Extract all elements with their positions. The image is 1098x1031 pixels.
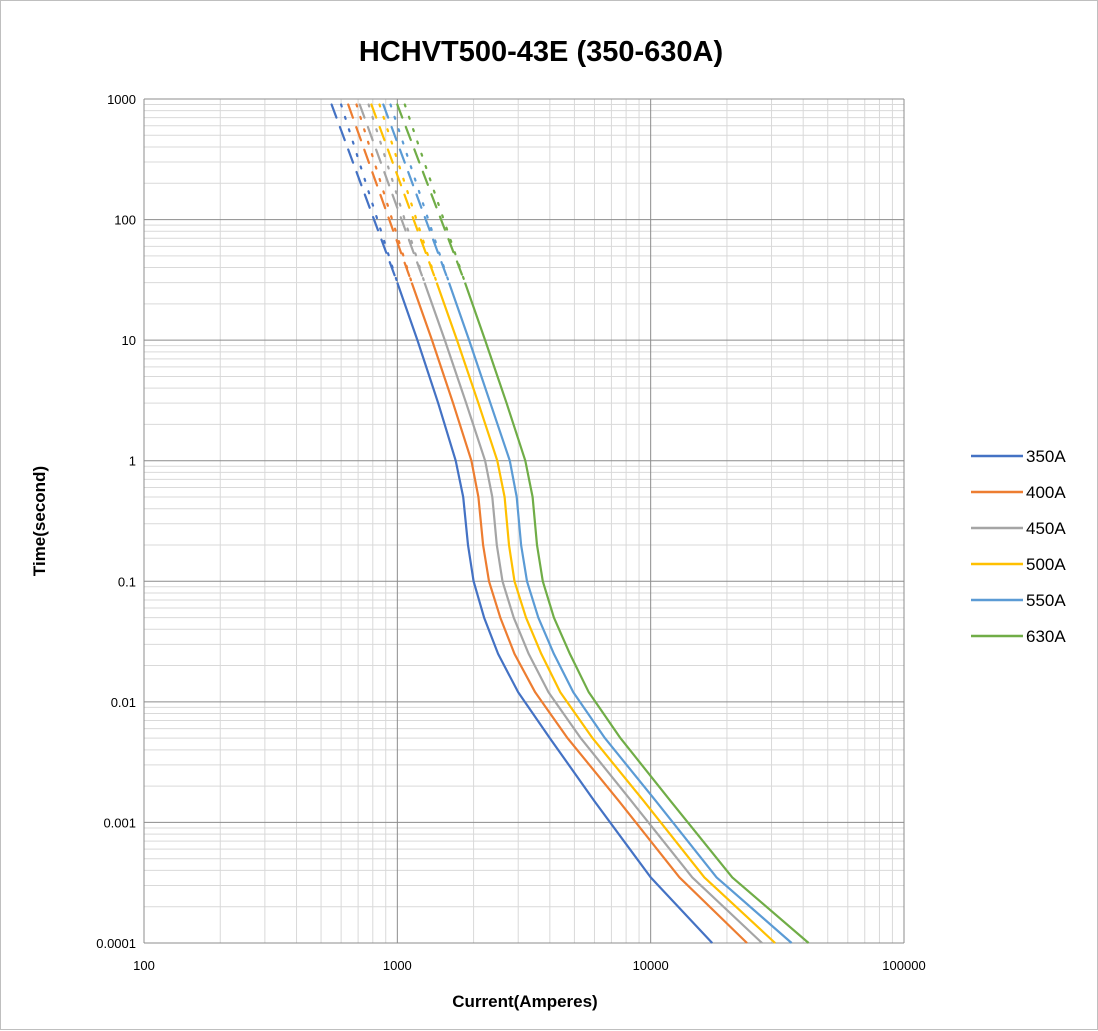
series-400a-line <box>410 282 748 944</box>
legend-label-400a: 400A <box>1026 483 1066 502</box>
series-450a-dotted-line <box>367 103 426 284</box>
series-630a-dotted-line <box>403 103 467 284</box>
series-400a-dashed-line <box>347 103 413 284</box>
series-550a-line <box>447 282 793 944</box>
series-550a-dashed-line <box>382 103 451 284</box>
series-layer <box>330 103 810 944</box>
series-450a-dashed-line <box>358 103 426 284</box>
y-tick-label: 0.01 <box>111 695 136 710</box>
legend: 350A 400A 450A 500A 550A 630A <box>971 447 1066 646</box>
x-tick-labels: 100 1000 10000 100000 <box>133 958 926 973</box>
y-tick-labels: 0.0001 0.001 0.01 0.1 1 10 100 1000 <box>96 92 136 951</box>
series-350a-dotted-line <box>340 103 399 284</box>
legend-label-350a: 350A <box>1026 447 1066 466</box>
series-630a-dashed-line <box>396 103 467 284</box>
legend-label-450a: 450A <box>1026 519 1066 538</box>
y-tick-label: 1 <box>129 454 136 469</box>
series-500a-dashed-line <box>370 103 438 284</box>
x-tick-label: 1000 <box>383 958 412 973</box>
series-350a-line <box>396 282 714 944</box>
legend-label-630a: 630A <box>1026 627 1066 646</box>
series-400a-dotted-line <box>355 103 413 284</box>
legend-label-550a: 550A <box>1026 591 1066 610</box>
x-axis-title: Current(Amperes) <box>452 992 597 1011</box>
y-tick-label: 10 <box>122 333 136 348</box>
grid-major <box>143 98 905 944</box>
series-500a-dotted-line <box>378 103 438 284</box>
grid-minor <box>144 99 904 943</box>
series-500a-line <box>435 282 776 944</box>
y-axis-title: Time(second) <box>30 466 49 576</box>
series-550a-dotted-line <box>389 103 451 284</box>
legend-label-500a: 500A <box>1026 555 1066 574</box>
chart-title: HCHVT500-43E (350-630A) <box>359 36 723 68</box>
y-tick-label: 0.001 <box>103 815 136 830</box>
y-tick-label: 0.0001 <box>96 936 136 951</box>
series-630a-line <box>463 282 810 944</box>
y-tick-label: 1000 <box>107 92 136 107</box>
series-450a-line <box>423 282 763 944</box>
x-tick-label: 100000 <box>882 958 925 973</box>
y-tick-label: 100 <box>114 213 136 228</box>
x-tick-label: 100 <box>133 958 155 973</box>
y-tick-label: 0.1 <box>118 574 136 589</box>
series-350a-dashed-line <box>330 103 399 284</box>
x-tick-label: 10000 <box>633 958 669 973</box>
